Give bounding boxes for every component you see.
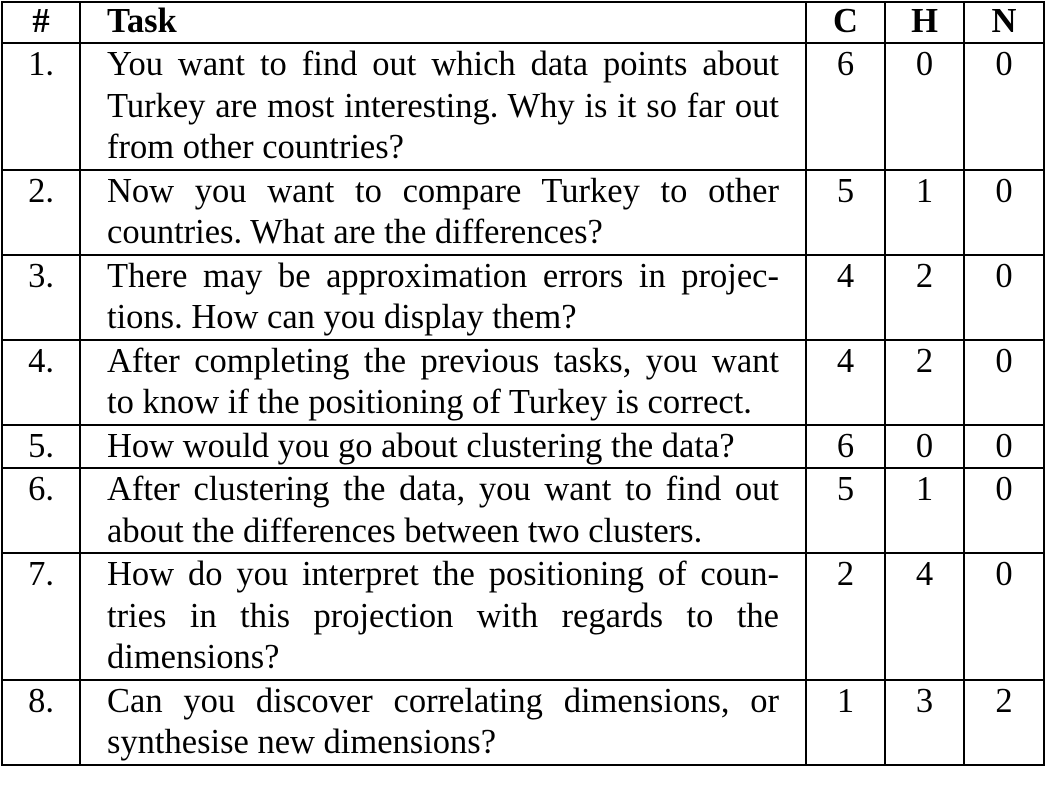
table-row: 8. Can you discover correlating dimensio… bbox=[1, 678, 1045, 766]
task-table: # Task C H N 1. You want to find out whi… bbox=[1, 1, 1045, 766]
row-number: 4. bbox=[1, 338, 81, 426]
row-c-value: 1 bbox=[805, 678, 886, 766]
row-n-value: 0 bbox=[963, 168, 1045, 256]
row-task: There may be approximation errors in pro… bbox=[79, 253, 807, 341]
row-c-value: 6 bbox=[805, 423, 886, 469]
row-c-value: 4 bbox=[805, 253, 886, 341]
row-h-value: 3 bbox=[884, 678, 965, 766]
row-task: How would you go about clustering the da… bbox=[79, 423, 807, 469]
row-number: 7. bbox=[1, 552, 81, 681]
row-task: After completing the previous tasks, you… bbox=[79, 338, 807, 426]
table-row: 2. Now you want to compare Turkey to oth… bbox=[1, 168, 1045, 256]
header-number: # bbox=[1, 1, 81, 44]
table-row: 6. After clustering the data, you want t… bbox=[1, 467, 1045, 554]
row-h-value: 2 bbox=[884, 338, 965, 426]
row-h-value: 1 bbox=[884, 467, 965, 554]
row-c-value: 5 bbox=[805, 168, 886, 256]
row-c-value: 6 bbox=[805, 42, 886, 171]
row-number: 5. bbox=[1, 423, 81, 469]
row-c-value: 4 bbox=[805, 338, 886, 426]
row-number: 8. bbox=[1, 678, 81, 766]
row-task: Now you want to compare Turkey to other … bbox=[79, 168, 807, 256]
row-number: 3. bbox=[1, 253, 81, 341]
row-n-value: 2 bbox=[963, 678, 1045, 766]
row-task: After clustering the data, you want to f… bbox=[79, 467, 807, 554]
row-number: 1. bbox=[1, 42, 81, 171]
row-n-value: 0 bbox=[963, 552, 1045, 681]
row-c-value: 2 bbox=[805, 552, 886, 681]
header-row: # Task C H N bbox=[1, 1, 1045, 44]
row-n-value: 0 bbox=[963, 423, 1045, 469]
row-task: How do you interpret the positioning of … bbox=[79, 552, 807, 681]
row-task: Can you discover correlating dimensions,… bbox=[79, 678, 807, 766]
row-n-value: 0 bbox=[963, 253, 1045, 341]
header-h: H bbox=[884, 1, 965, 44]
row-number: 2. bbox=[1, 168, 81, 256]
table-row: 1. You want to find out which data point… bbox=[1, 42, 1045, 171]
row-n-value: 0 bbox=[963, 42, 1045, 171]
row-task: You want to find out which data points a… bbox=[79, 42, 807, 171]
table-row: 7. How do you interpret the positioning … bbox=[1, 552, 1045, 681]
row-h-value: 4 bbox=[884, 552, 965, 681]
header-task: Task bbox=[79, 1, 807, 44]
row-h-value: 1 bbox=[884, 168, 965, 256]
row-n-value: 0 bbox=[963, 467, 1045, 554]
row-h-value: 0 bbox=[884, 42, 965, 171]
row-c-value: 5 bbox=[805, 467, 886, 554]
header-c: C bbox=[805, 1, 886, 44]
row-h-value: 0 bbox=[884, 423, 965, 469]
row-n-value: 0 bbox=[963, 338, 1045, 426]
row-h-value: 2 bbox=[884, 253, 965, 341]
table-row: 4. After completing the previous tasks, … bbox=[1, 338, 1045, 426]
table-row: 3. There may be approximation errors in … bbox=[1, 253, 1045, 341]
table-row: 5. How would you go about clustering the… bbox=[1, 423, 1045, 469]
row-number: 6. bbox=[1, 467, 81, 554]
header-n: N bbox=[963, 1, 1045, 44]
